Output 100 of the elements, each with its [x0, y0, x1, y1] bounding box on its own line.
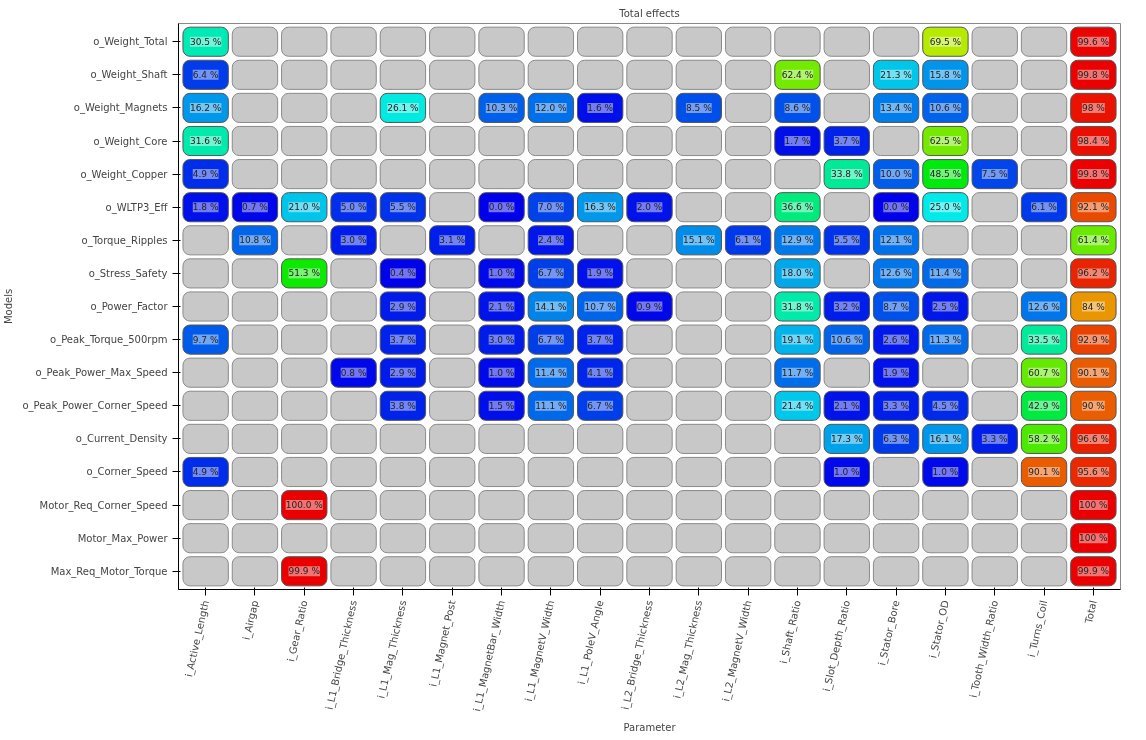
data-label: 15.1 %: [683, 235, 715, 246]
data-label: 10.8 %: [239, 235, 272, 246]
data-label: 98.4 %: [1077, 136, 1110, 146]
data-label: 1.0 %: [932, 467, 959, 477]
data-label: 12.1 %: [880, 235, 913, 246]
data-label: 69.5 %: [929, 36, 962, 47]
data-label: 2.5 %: [932, 301, 959, 312]
data-label: 21.4 %: [781, 400, 814, 411]
data-label: 16.3 %: [584, 202, 617, 213]
data-label: 5.5 %: [833, 235, 861, 246]
y-tick-label: o_Peak_Torque_500rpm: [50, 334, 168, 347]
data-label: 8.7 %: [883, 301, 910, 312]
data-label: 7.5 %: [981, 169, 1009, 180]
data-label: 99.9 %: [1077, 566, 1110, 577]
y-tick-label: o_Peak_Power_Corner_Speed: [22, 400, 168, 413]
data-label: 62.4 %: [781, 69, 814, 80]
data-label: 1.8 %: [192, 202, 219, 213]
data-label: 11.4 %: [929, 268, 962, 279]
data-label: 2.1 %: [488, 301, 515, 312]
data-label: 100 %: [1079, 533, 1109, 544]
x-axis-title: Parameter: [623, 721, 677, 733]
data-label: 96.2 %: [1077, 268, 1110, 279]
data-label: 11.3 %: [929, 334, 962, 345]
data-label: 92.1 %: [1077, 202, 1110, 213]
data-label: 6.4 %: [192, 69, 219, 80]
data-label: 1.9 %: [883, 367, 910, 378]
data-label: 62.5 %: [929, 136, 962, 146]
data-label: 31.8 %: [781, 301, 814, 312]
data-label: 0.7 %: [242, 202, 269, 213]
data-label: 30.5 %: [189, 36, 222, 47]
data-label: 4.1 %: [587, 367, 614, 378]
data-label: 10.6 %: [831, 334, 863, 345]
data-label: 9.7 %: [192, 334, 219, 345]
data-label: 1.0 %: [488, 268, 515, 279]
data-label: 100.0 %: [285, 500, 324, 511]
data-label: 0.0 %: [883, 202, 910, 213]
data-label: 90 %: [1081, 400, 1106, 411]
y-tick-label: o_Weight_Copper: [80, 168, 169, 181]
data-label: 3.7 %: [587, 334, 614, 345]
y-tick-label: o_Weight_Total: [93, 36, 168, 49]
data-label: 3.2 %: [833, 301, 861, 312]
data-label: 3.7 %: [833, 136, 861, 146]
data-label: 99.9 %: [288, 566, 321, 577]
data-label: 1.5 %: [488, 400, 515, 411]
data-label: 3.3 %: [981, 433, 1009, 444]
data-label: 18.0 %: [781, 268, 814, 279]
data-label: 99.8 %: [1077, 169, 1110, 180]
data-label: 51.3 %: [288, 268, 321, 279]
data-label: 0.4 %: [390, 268, 417, 279]
y-tick-label: o_Weight_Core: [93, 135, 168, 148]
data-label: 33.5 %: [1028, 334, 1061, 345]
data-label: 5.0 %: [340, 202, 367, 213]
data-label: 2.9 %: [390, 301, 417, 312]
data-label: 2.9 %: [390, 367, 417, 378]
data-label: 12.6 %: [880, 268, 913, 279]
data-label: 10.7 %: [584, 301, 617, 312]
data-label: 10.0 %: [880, 169, 913, 180]
data-label: 12.9 %: [781, 235, 814, 246]
data-label: 33.8 %: [831, 169, 863, 180]
y-tick-label: o_Corner_Speed: [86, 466, 168, 479]
data-label: 1.9 %: [587, 268, 614, 279]
data-label: 13.4 %: [880, 102, 913, 113]
data-label: 31.6 %: [189, 136, 222, 146]
data-label: 3.7 %: [390, 334, 417, 345]
data-label: 90.1 %: [1028, 467, 1061, 477]
data-label: 25.0 %: [929, 202, 962, 213]
data-label: 3.8 %: [390, 400, 417, 411]
y-tick-label: o_Current_Density: [75, 433, 168, 446]
data-label: 2.6 %: [883, 334, 910, 345]
data-label: 6.7 %: [538, 268, 565, 279]
data-label: 7.0 %: [538, 202, 565, 213]
y-tick-label: Motor_Req_Corner_Speed: [39, 499, 168, 512]
y-tick-label: o_Power_Factor: [90, 301, 169, 313]
data-label: 11.7 %: [781, 367, 814, 378]
data-label: 100 %: [1079, 500, 1109, 511]
data-label: 8.5 %: [685, 102, 713, 113]
data-label: 19.1 %: [781, 334, 814, 345]
y-tick-label: o_Torque_Ripples: [81, 234, 168, 247]
data-label: 3.0 %: [488, 334, 515, 345]
data-label: 99.6 %: [1077, 36, 1110, 47]
data-label: 15.8 %: [929, 69, 962, 80]
data-label: 21.0 %: [288, 202, 321, 213]
data-label: 11.4 %: [535, 367, 568, 378]
chart-title: Total effects: [618, 7, 680, 19]
data-label: 60.7 %: [1028, 367, 1061, 378]
data-label: 17.3 %: [831, 433, 863, 444]
data-label: 8.6 %: [784, 102, 811, 113]
y-tick-label: o_Weight_Shaft: [90, 69, 168, 82]
y-tick-label: o_WLTP3_Eff: [105, 201, 169, 214]
y-tick-label: o_Stress_Safety: [88, 267, 168, 280]
data-label: 6.1 %: [1031, 202, 1058, 213]
data-label: 92.9 %: [1077, 334, 1110, 345]
data-label: 1.6 %: [587, 102, 614, 113]
data-label: 0.9 %: [636, 301, 663, 312]
data-label: 3.3 %: [883, 400, 910, 411]
data-label: 6.1 %: [735, 235, 762, 246]
x-tick-label: Total: [1082, 599, 1099, 626]
data-label: 6.3 %: [883, 433, 910, 444]
data-label: 2.0 %: [636, 202, 663, 213]
data-label: 0.8 %: [340, 367, 367, 378]
